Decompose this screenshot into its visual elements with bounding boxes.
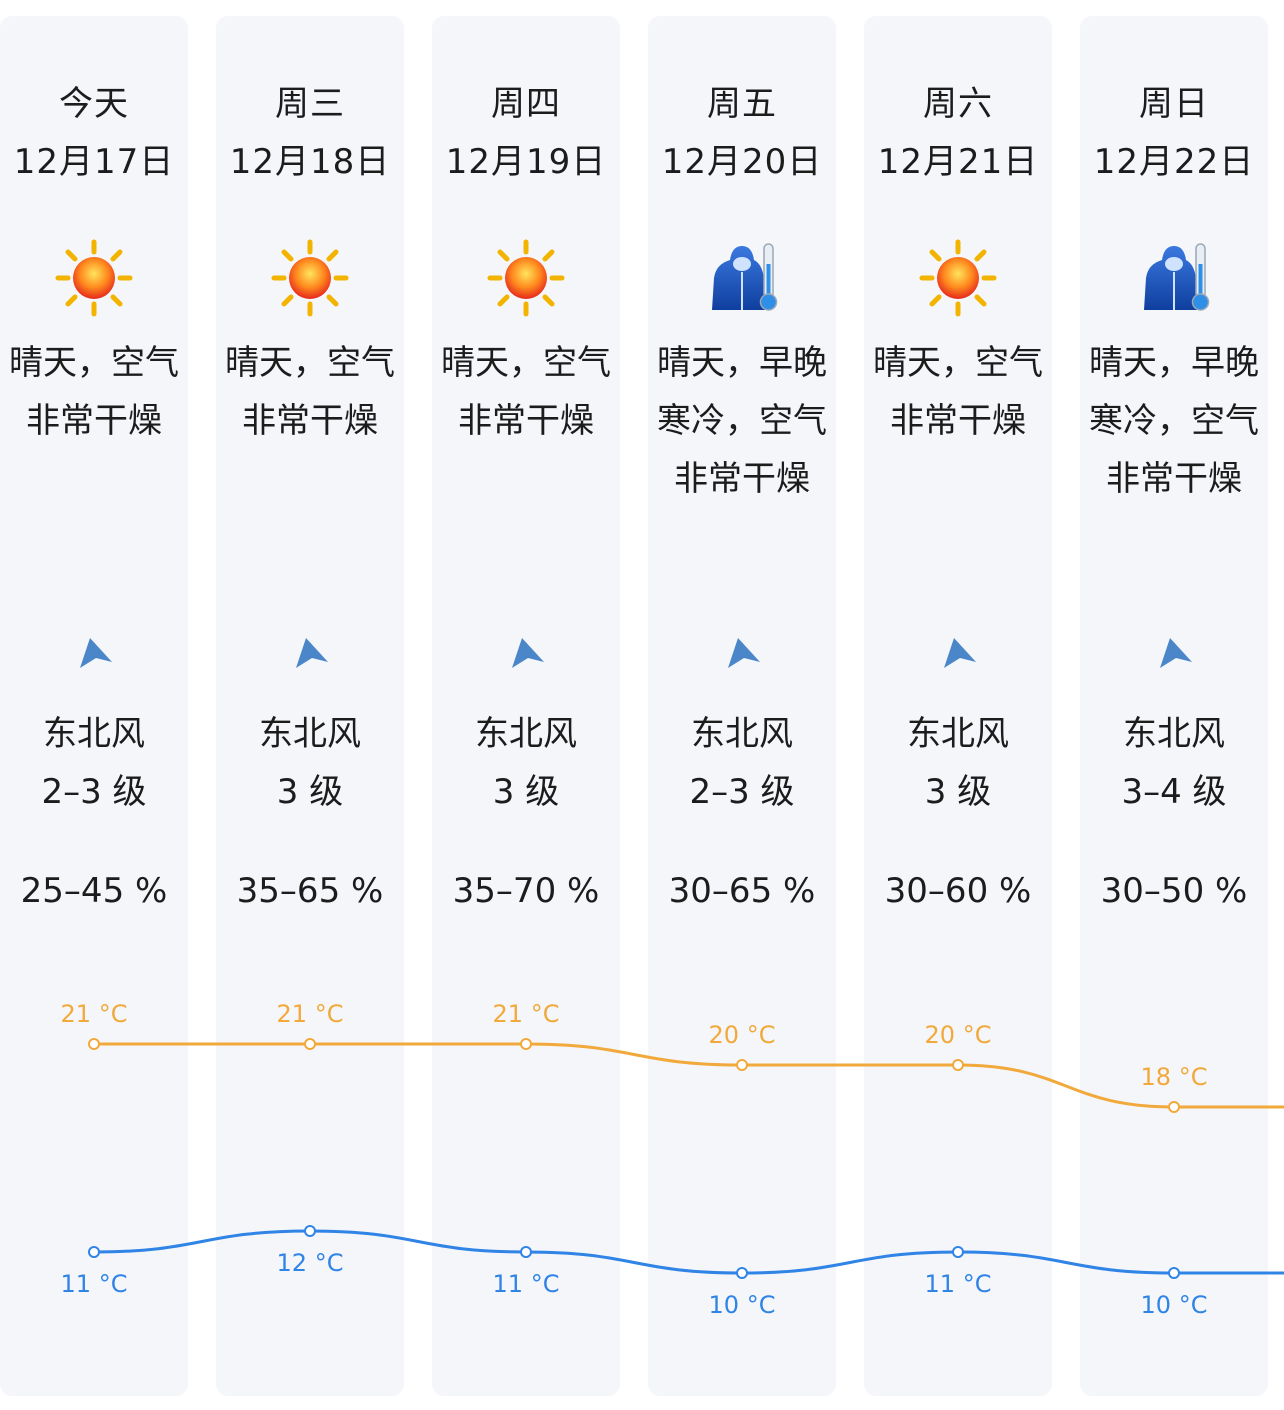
weather-description: 晴天，空气 非常干燥 bbox=[225, 343, 395, 441]
date-label: 12月17日 bbox=[13, 142, 175, 182]
wind-direction: 东北风 bbox=[907, 714, 1009, 754]
date-label: 12月19日 bbox=[445, 142, 607, 182]
sun-icon bbox=[486, 238, 566, 318]
humidity: 35–70 % bbox=[452, 871, 600, 911]
wind-direction: 东北风 bbox=[691, 714, 793, 754]
weather-description: 晴天，空气 非常干燥 bbox=[873, 343, 1043, 441]
cold-coat-thermometer-icon bbox=[1134, 238, 1214, 318]
wind-direction-arrow-icon bbox=[938, 634, 978, 674]
weekday-label: 周六 bbox=[923, 84, 993, 124]
wind-direction: 东北风 bbox=[1123, 714, 1225, 754]
day-column: 周五 12月20日 晴天，早晚 寒冷，空气 非常干燥 东北风 2–3 级 30–65… bbox=[648, 16, 836, 1396]
sun-icon bbox=[918, 238, 998, 318]
wind-level: 3–4 级 bbox=[1121, 772, 1227, 812]
wind-level: 3 级 bbox=[276, 772, 344, 812]
humidity: 25–45 % bbox=[20, 871, 168, 911]
humidity: 30–65 % bbox=[668, 871, 816, 911]
wind-direction-arrow-icon bbox=[722, 634, 762, 674]
date-label: 12月21日 bbox=[877, 142, 1039, 182]
wind-direction-arrow-icon bbox=[290, 634, 330, 674]
day-column: 周六 12月21日 晴天，空气 非常干燥 东北风 3 级 30–60 % bbox=[864, 16, 1052, 1396]
wind-direction-arrow-icon bbox=[1154, 634, 1194, 674]
weekday-label: 周四 bbox=[491, 84, 561, 124]
weather-description: 晴天，空气 非常干燥 bbox=[441, 343, 611, 441]
wind-direction-arrow-icon bbox=[506, 634, 546, 674]
wind-level: 2–3 级 bbox=[689, 772, 795, 812]
weekday-label: 周日 bbox=[1139, 84, 1209, 124]
sun-icon bbox=[270, 238, 350, 318]
sun-icon bbox=[54, 238, 134, 318]
humidity: 30–50 % bbox=[1100, 871, 1248, 911]
humidity: 30–60 % bbox=[884, 871, 1032, 911]
wind-level: 3 级 bbox=[492, 772, 560, 812]
day-column: 周四 12月19日 晴天，空气 非常干燥 东北风 3 级 35–70 % bbox=[432, 16, 620, 1396]
weekday-label: 周三 bbox=[275, 84, 345, 124]
day-column: 周三 12月18日 晴天，空气 非常干燥 东北风 3 级 35–65 % bbox=[216, 16, 404, 1396]
weather-description: 晴天，早晚 寒冷，空气 非常干燥 bbox=[1089, 343, 1259, 499]
weekday-label: 周五 bbox=[707, 84, 777, 124]
wind-direction: 东北风 bbox=[43, 714, 145, 754]
humidity: 35–65 % bbox=[236, 871, 384, 911]
wind-level: 2–3 级 bbox=[41, 772, 147, 812]
date-label: 12月18日 bbox=[229, 142, 391, 182]
cold-coat-thermometer-icon bbox=[702, 238, 782, 318]
weather-description: 晴天，空气 非常干燥 bbox=[9, 343, 179, 441]
wind-direction: 东北风 bbox=[259, 714, 361, 754]
date-label: 12月22日 bbox=[1093, 142, 1255, 182]
wind-level: 3 级 bbox=[924, 772, 992, 812]
day-column: 今天 12月17日 晴天，空气 非常干燥 东北风 2–3 级 25–45 % bbox=[0, 16, 188, 1396]
date-label: 12月20日 bbox=[661, 142, 823, 182]
weekday-label: 今天 bbox=[59, 84, 129, 124]
weather-description: 晴天，早晚 寒冷，空气 非常干燥 bbox=[657, 343, 827, 499]
wind-direction-arrow-icon bbox=[74, 634, 114, 674]
wind-direction: 东北风 bbox=[475, 714, 577, 754]
day-column: 周日 12月22日 晴天，早晚 寒冷，空气 非常干燥 东北风 3–4 级 30–50… bbox=[1080, 16, 1268, 1396]
